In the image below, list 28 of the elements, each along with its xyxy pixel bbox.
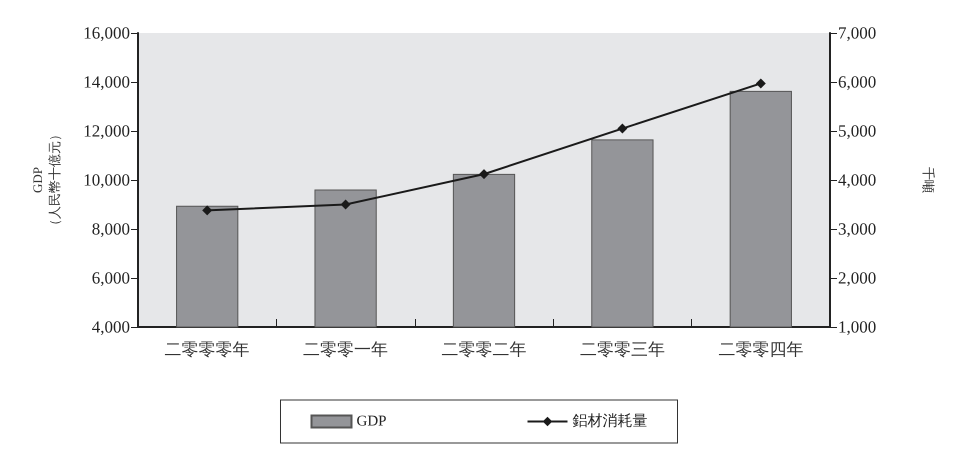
y-tick-label: 16,000 bbox=[83, 24, 130, 42]
y2-tick-label: 5,000 bbox=[838, 122, 876, 140]
y-tick-label: 10,000 bbox=[83, 170, 130, 190]
y-axis-title: GDP （人民幣十億元） bbox=[30, 128, 62, 232]
x-tick-label: 二零零零年 bbox=[164, 340, 250, 359]
legend-label: GDP bbox=[356, 414, 387, 430]
x-tick-label: 二零零四年 bbox=[718, 340, 804, 359]
point bbox=[340, 200, 351, 210]
y-tick-label: 8,000 bbox=[92, 220, 130, 238]
x-tick-label: 二零零三年 bbox=[580, 340, 665, 359]
point bbox=[617, 124, 628, 134]
y2-tick-label: 1,000 bbox=[838, 318, 876, 336]
y2-axis-title: 千噸 bbox=[921, 167, 936, 193]
point bbox=[756, 78, 766, 88]
point bbox=[479, 169, 489, 180]
y-tick-label: 6,000 bbox=[92, 268, 130, 288]
point bbox=[202, 205, 212, 216]
y2-tick-label: 6,000 bbox=[838, 72, 876, 92]
y2-tick-label: 2,000 bbox=[838, 268, 876, 288]
legend-label: 鋁材消耗量 bbox=[572, 412, 648, 430]
x-tick-label: 二零零二年 bbox=[442, 340, 526, 359]
y2-tick-label: 4,000 bbox=[838, 170, 876, 190]
y-tick-label: 14,000 bbox=[83, 72, 130, 92]
y2-tick-label: 7,000 bbox=[838, 24, 876, 42]
y-tick-label: 4,000 bbox=[92, 318, 130, 336]
y-tick-label: 12,000 bbox=[83, 122, 130, 140]
y2-tick-label: 3,000 bbox=[838, 220, 876, 238]
x-tick-label: 二零零一年 bbox=[303, 340, 388, 359]
